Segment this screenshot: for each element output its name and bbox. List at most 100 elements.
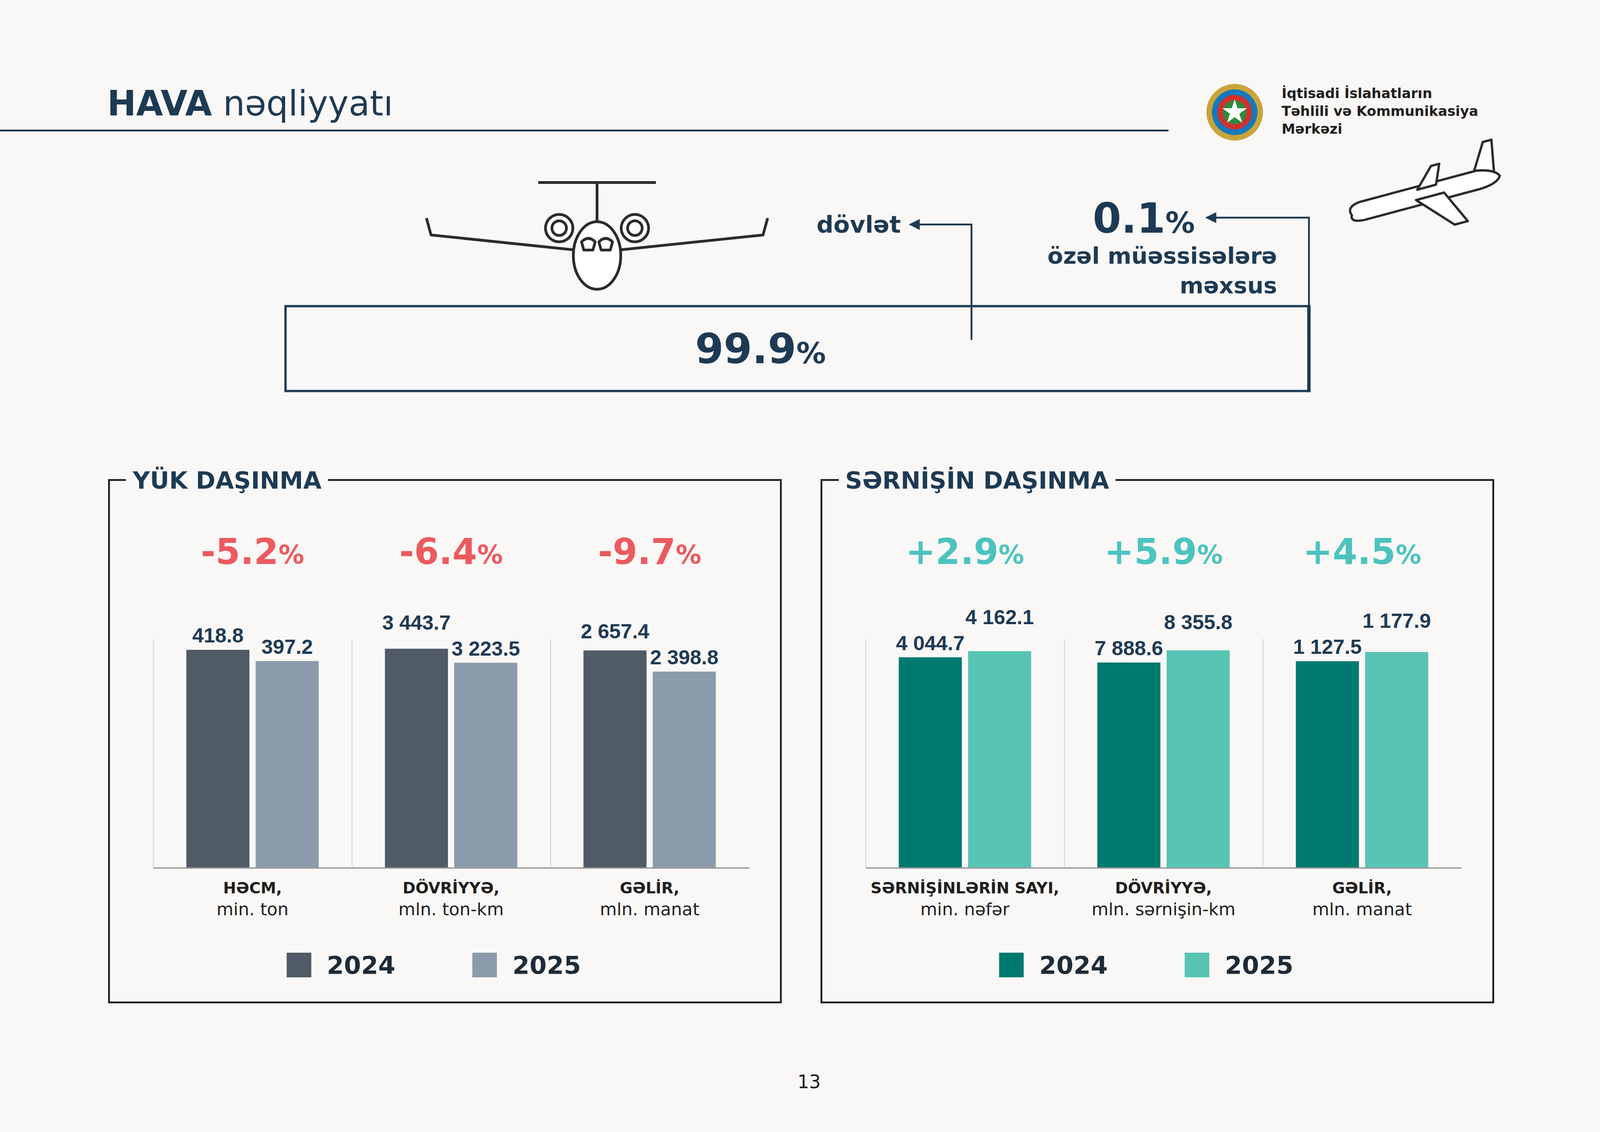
change-title: -6.4% bbox=[399, 530, 504, 572]
bars bbox=[898, 650, 1032, 868]
x-tick-group: DÖVRİYYƏ,mln. sərnişin-km bbox=[1091, 867, 1236, 920]
ownership-value: 0.1% bbox=[1092, 194, 1195, 243]
logo-ring bbox=[1211, 89, 1258, 136]
y-axis-line bbox=[153, 638, 155, 868]
panel-title-group: SƏRNİŞİN DAŞINMA bbox=[838, 466, 1116, 494]
panel-title: YÜK DAŞINMA bbox=[132, 466, 322, 494]
bars bbox=[384, 648, 518, 868]
page: HAVA nəqliyyatı İqtisadi İslahatlarınTəhl… bbox=[0, 0, 1600, 1132]
legend-swatch bbox=[1184, 952, 1210, 977]
bar bbox=[583, 650, 647, 868]
organization-line: Təhlili və Kommunikasiya bbox=[1281, 103, 1479, 120]
x-tick-label: DÖVRİYYƏ,mln. sərnişin-km bbox=[1091, 878, 1236, 920]
legend-label: 2025 bbox=[1225, 950, 1294, 980]
y-axis bbox=[351, 638, 353, 868]
data-label: 4 162.1 bbox=[965, 605, 1034, 629]
bar bbox=[898, 657, 962, 868]
bar bbox=[1097, 662, 1161, 868]
panel-title-ground bbox=[125, 466, 328, 494]
x-tick-group: DÖVRİYYƏ,mln. ton-km bbox=[398, 867, 504, 920]
data-label: 2 398.8 bbox=[649, 645, 719, 669]
data-label: 397.2 bbox=[261, 634, 313, 659]
page-title: HAVA nəqliyyatı bbox=[107, 83, 394, 124]
bar bbox=[1166, 649, 1230, 868]
organization-line: Mərkəzi bbox=[1281, 120, 1343, 137]
data-label: 3 443.7 bbox=[382, 610, 451, 634]
change-title: +5.9% bbox=[1104, 530, 1223, 572]
x-axis: HƏCM,min. ton bbox=[153, 867, 353, 920]
y-axis bbox=[865, 638, 867, 868]
legend-swatch bbox=[286, 952, 312, 977]
change-title: -5.2% bbox=[200, 530, 305, 572]
change-title: +4.5% bbox=[1302, 530, 1422, 572]
x-axis: GƏLİR,mln. manat bbox=[550, 867, 749, 920]
x-tick-label: GƏLİR,mln. manat bbox=[599, 878, 700, 920]
data-label: 4 044.7 bbox=[896, 631, 965, 655]
x-tick-label: HƏCM,min. ton bbox=[216, 878, 289, 920]
title-rule bbox=[0, 129, 1169, 132]
bars bbox=[1295, 651, 1429, 868]
bar bbox=[186, 649, 250, 868]
legend-swatch bbox=[472, 952, 498, 977]
plane-side bbox=[1341, 139, 1511, 250]
x-axis-line bbox=[1262, 867, 1462, 869]
data-label: 1 127.5 bbox=[1293, 634, 1362, 659]
x-axis-line bbox=[352, 867, 551, 869]
background bbox=[0, 0, 1600, 1132]
bar bbox=[652, 671, 716, 868]
data-label: 8 355.8 bbox=[1163, 610, 1233, 634]
x-tick-group: GƏLİR,mln. manat bbox=[1312, 867, 1412, 920]
bar bbox=[968, 650, 1032, 868]
x-axis: SƏRNİŞİNLƏRİN SAYI,min. nəfər bbox=[866, 867, 1065, 920]
logo-ring bbox=[1206, 83, 1263, 141]
ownership-label: dövlət bbox=[816, 210, 901, 239]
x-tick-label: SƏRNİŞİNLƏRİN SAYI,min. nəfər bbox=[870, 878, 1060, 920]
ownership-label: özəl müəssisələrəməxsus bbox=[1047, 242, 1278, 299]
bars bbox=[186, 649, 319, 868]
logo-ring bbox=[1217, 94, 1252, 130]
x-tick-group: HƏCM,min. ton bbox=[216, 867, 289, 920]
ownership-segment bbox=[285, 306, 1309, 391]
y-axis-line bbox=[1262, 638, 1264, 868]
logo-star bbox=[1222, 99, 1247, 123]
data-label: 1 177.9 bbox=[1362, 608, 1431, 633]
x-tick-group: GƏLİR,mln. manat bbox=[599, 867, 700, 920]
x-axis: DÖVRİYYƏ,mln. sərnişin-km bbox=[1064, 867, 1263, 920]
panel-title: SƏRNİŞİN DAŞINMA bbox=[845, 466, 1110, 494]
leader-line bbox=[909, 224, 972, 340]
bar bbox=[384, 648, 448, 868]
panel-frame bbox=[821, 479, 1494, 1003]
page-number: 13 bbox=[797, 1070, 821, 1092]
x-tick-group: SƏRNİŞİNLƏRİN SAYI,min. nəfər bbox=[870, 867, 1060, 920]
x-tick-label: GƏLİR,mln. manat bbox=[1312, 878, 1412, 920]
x-tick-label: DÖVRİYYƏ,mln. ton-km bbox=[398, 878, 504, 920]
change-title: -9.7% bbox=[597, 530, 702, 572]
legend-label: 2025 bbox=[512, 950, 582, 980]
logo bbox=[1206, 83, 1263, 141]
panel-frame bbox=[109, 479, 781, 1003]
bars bbox=[1097, 649, 1230, 868]
y-axis bbox=[153, 638, 155, 868]
plane-front bbox=[426, 182, 768, 290]
y-axis-line bbox=[865, 638, 867, 868]
y-axis-line bbox=[550, 638, 551, 868]
y-axis-line bbox=[1064, 638, 1065, 868]
bar bbox=[1295, 660, 1359, 868]
x-axis-line bbox=[550, 867, 749, 869]
legend-label: 2024 bbox=[1039, 950, 1108, 980]
legend-label: 2024 bbox=[327, 950, 396, 980]
y-axis bbox=[1262, 638, 1264, 868]
data-label: 7 888.6 bbox=[1094, 636, 1164, 660]
y-axis bbox=[1064, 638, 1065, 868]
panel-title-group: YÜK DAŞINMA bbox=[125, 466, 328, 494]
data-label: 2 657.4 bbox=[580, 619, 650, 643]
bar bbox=[255, 660, 319, 868]
change-title: +2.9% bbox=[905, 530, 1025, 572]
y-axis bbox=[550, 638, 551, 868]
x-axis: DÖVRİYYƏ,mln. ton-km bbox=[352, 867, 551, 920]
panel-title-ground bbox=[838, 466, 1116, 494]
data-label: 418.8 bbox=[192, 623, 244, 647]
organization-line: İqtisadi İslahatların bbox=[1281, 85, 1433, 102]
x-axis-line bbox=[153, 867, 353, 869]
x-axis-line bbox=[1064, 867, 1263, 869]
